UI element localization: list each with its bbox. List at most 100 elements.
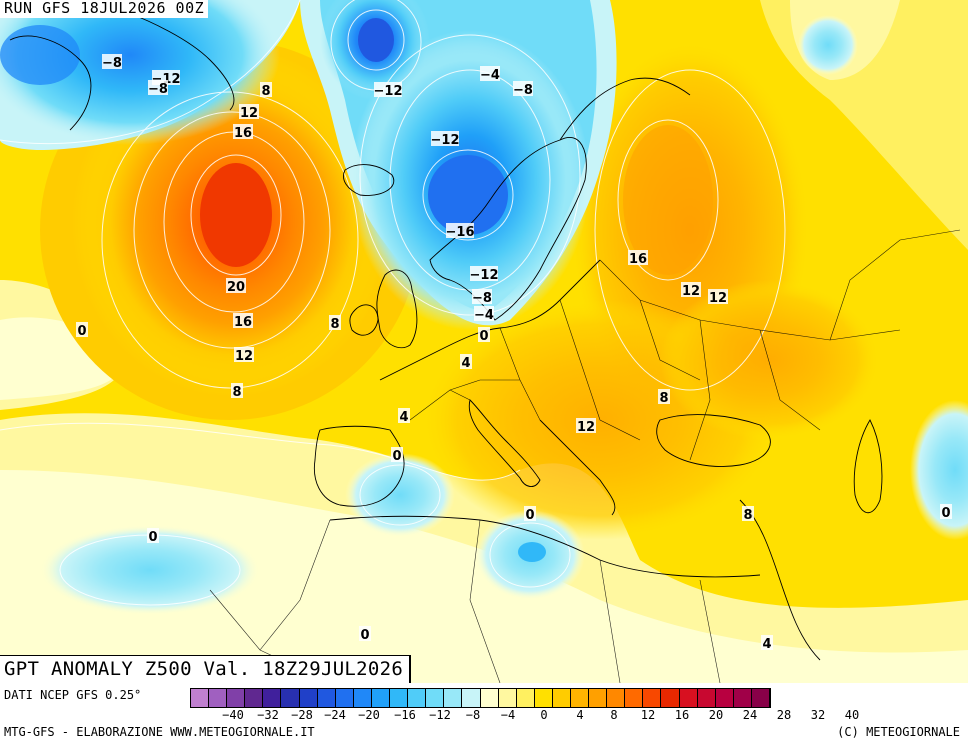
west-low-core [0, 25, 80, 85]
scale-tick-label: −28 [291, 708, 313, 722]
scale-tick-label: −4 [500, 708, 516, 722]
pale-east [910, 400, 968, 540]
contour-label: −8 [472, 291, 492, 306]
contour-label: −8 [513, 83, 533, 98]
atlantic-high-core [200, 163, 272, 267]
contour-label-bg [76, 322, 88, 337]
scale-cell [371, 689, 391, 707]
orange-ukraine [660, 280, 880, 440]
scand-low-core [428, 155, 508, 235]
scale-tick-label: −8 [465, 708, 481, 722]
orange-russia-core [623, 125, 713, 275]
contour-label: −12 [374, 84, 403, 99]
contour-label-bg [359, 626, 371, 641]
scale-cell [390, 689, 409, 707]
scale-tick-label: −32 [257, 708, 279, 722]
contour-label-bg [474, 306, 494, 321]
contour-label: 12 [577, 420, 595, 435]
contour-label: 8 [232, 385, 241, 400]
scale-tick-label: 32 [810, 708, 826, 722]
contour-label: −4 [474, 308, 494, 323]
scale-cell [209, 689, 228, 707]
contour-label: 0 [525, 508, 534, 523]
contour-label-bg [470, 266, 498, 281]
pale-iberia [345, 453, 455, 537]
contour-label: 0 [392, 449, 401, 464]
contour-label-bg [260, 82, 272, 97]
scale-tick-label: 16 [674, 708, 690, 722]
contour-label: 8 [261, 84, 270, 99]
scale-tick-label: 4 [576, 708, 584, 722]
contour-label: 0 [148, 530, 157, 545]
data-source: DATI NCEP GFS 0.25° [4, 688, 142, 702]
scale-cell [353, 689, 372, 707]
greenland-sea-core [358, 18, 394, 62]
pale-ne-3 [798, 15, 858, 75]
contour-label-bg [460, 354, 472, 369]
contour-label: 8 [659, 391, 668, 406]
scale-tick-label: 28 [776, 708, 792, 722]
contour-label-bg [576, 418, 596, 433]
scale-cell [733, 689, 752, 707]
scale-tick-label: −20 [358, 708, 380, 722]
contour-label: 0 [479, 329, 488, 344]
contour-label-bg [391, 447, 403, 462]
contour-label-bg [478, 327, 490, 342]
scale-cell [426, 689, 445, 707]
contour-label-bg [431, 131, 459, 146]
contour-label: 0 [77, 324, 86, 339]
scale-cell [462, 689, 481, 707]
credit-left: MTG-GFS - ELABORAZIONE WWW.METEOGIORNALE… [4, 725, 315, 739]
scale-cell [444, 689, 463, 707]
contour-label: −4 [480, 68, 500, 83]
scale-cell [281, 689, 300, 707]
contour-label-bg [742, 506, 754, 521]
contour-label: 8 [330, 317, 339, 332]
contour-label-bg [480, 66, 500, 81]
pale-algeria-core [518, 542, 546, 562]
contour-label-bg [374, 82, 402, 97]
scale-tick-label: −40 [222, 708, 244, 722]
scale-cell [498, 689, 517, 707]
scale-tick-label: 20 [708, 708, 724, 722]
contour-label: 16 [629, 252, 647, 267]
scale-cell [715, 689, 734, 707]
contour-label: −12 [470, 268, 499, 283]
scale-cell [408, 689, 427, 707]
scale-cell [679, 689, 698, 707]
borders [209, 229, 961, 683]
contour-label-bg [148, 80, 168, 95]
contour-label: 16 [234, 126, 252, 141]
contour-label-bg [226, 278, 246, 293]
contour-label: 12 [682, 284, 700, 299]
scale-cell [516, 689, 535, 707]
contour-label-bg [658, 389, 670, 404]
scale-cell [552, 689, 571, 707]
scale-cell [335, 689, 354, 707]
contour-label: 12 [240, 106, 258, 121]
scale-tick-label: −12 [429, 708, 451, 722]
scale-tick-label: −16 [394, 708, 416, 722]
contour-label-bg [446, 223, 474, 238]
scale-cell [317, 689, 336, 707]
contour-label-bg [761, 635, 773, 650]
scale-tick-label: 24 [742, 708, 758, 722]
run-label: RUN GFS 18JUL2026 00Z [0, 0, 209, 18]
pale-morocco [40, 525, 260, 615]
contour-label: 4 [762, 637, 771, 652]
scale-cell [570, 689, 590, 707]
contour-label: 0 [360, 628, 369, 643]
scale-cell [589, 689, 608, 707]
map-title: GPT ANOMALY Z500 Val. 18Z29JUL2026 [0, 655, 412, 684]
scale-cell [191, 689, 210, 707]
anomaly-map: −8 −12 −8 8 12 16 20 16 12 8 0 8 −12 −4 −8 −12 −16 −12 −8−… [0, 0, 968, 683]
scale-tick-label: 40 [844, 708, 860, 722]
contour-lines [0, 0, 786, 606]
contour-label: 16 [234, 315, 252, 330]
scale-cell [697, 689, 716, 707]
contour-label: 8 [743, 508, 752, 523]
contour-label: 4 [399, 410, 408, 425]
contour-label-bg [940, 504, 952, 519]
scale-cell [751, 689, 770, 707]
scale-cell [625, 689, 644, 707]
